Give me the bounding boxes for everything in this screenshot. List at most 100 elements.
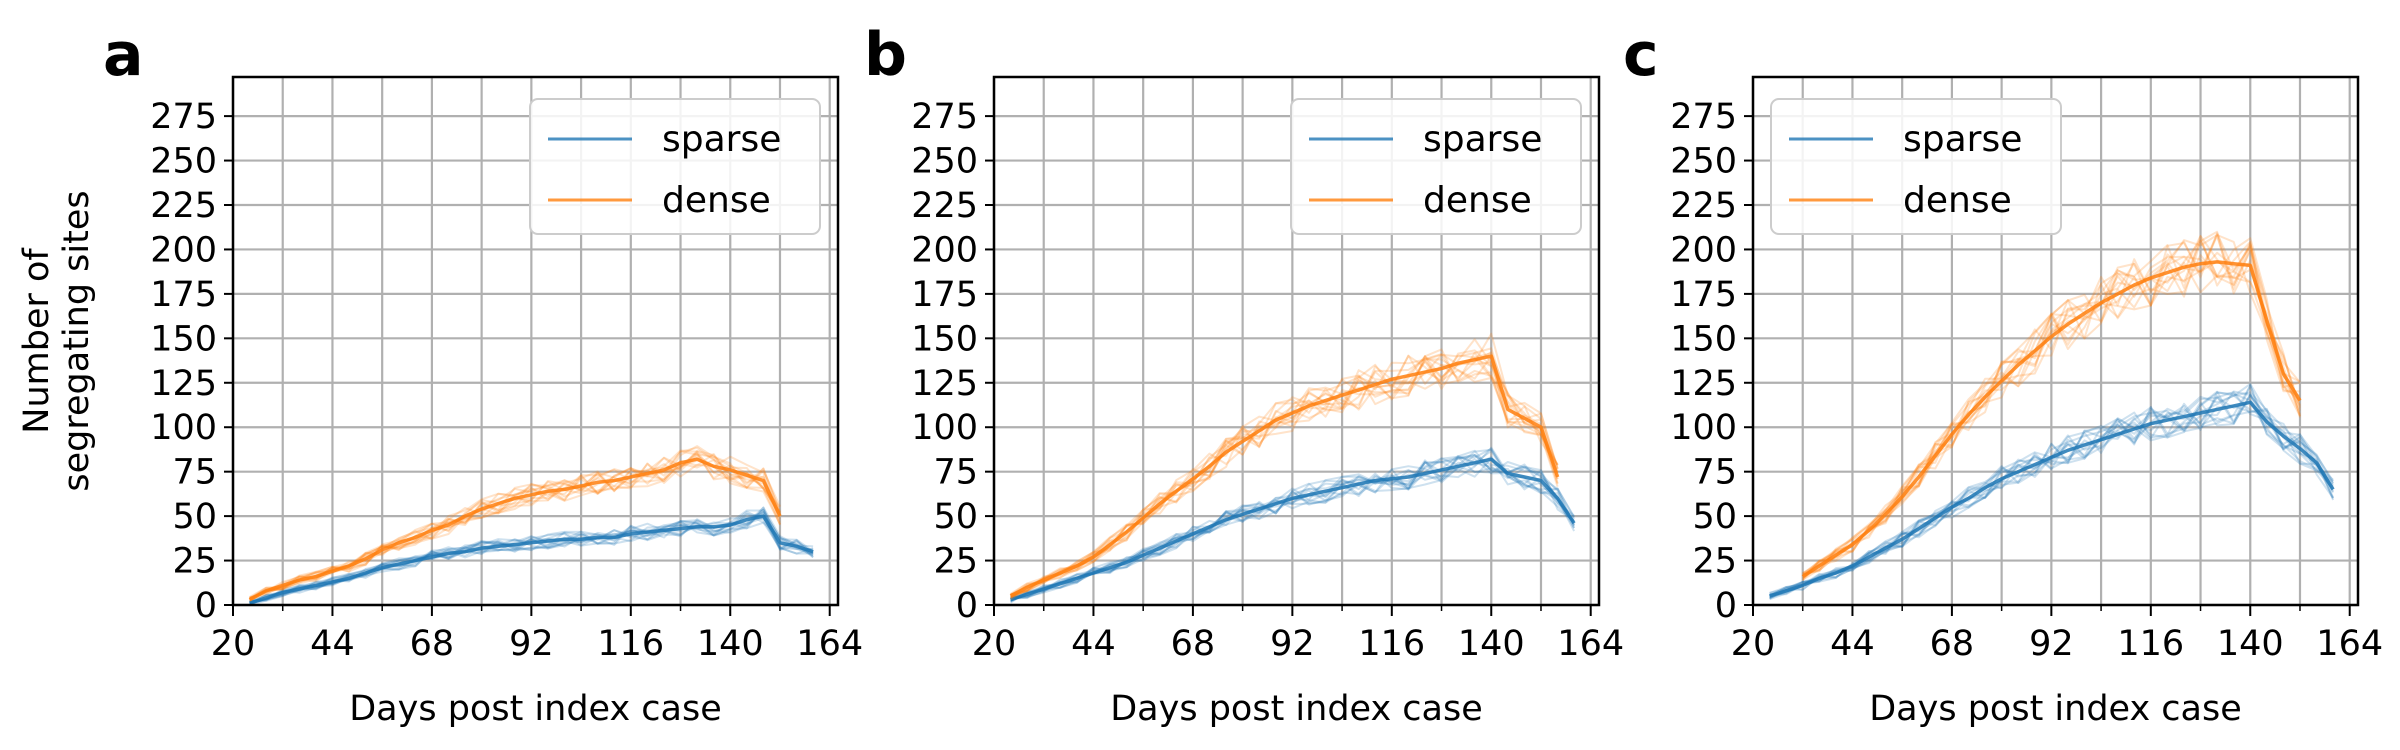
series-dense-replicate-line [1801, 241, 2301, 580]
series-dense-replicate-line [1802, 232, 2301, 579]
legend-label-dense: dense [662, 180, 771, 221]
x-axis-label: Days post index case [349, 689, 722, 729]
legend: sparse dense [1290, 98, 1582, 235]
y-tick-label: 0 [195, 586, 217, 626]
y-tick-label: 275 [1670, 97, 1737, 137]
y-tick-label: 50 [933, 497, 978, 537]
x-tick-label: 44 [1830, 624, 1875, 664]
series-dense-replicate-line [1802, 249, 2301, 574]
series-sparse-replicate-line [249, 516, 814, 605]
x-tick-label: 164 [796, 624, 863, 664]
series-dense-replicate-line [1009, 360, 1559, 599]
y-tick-label: 225 [911, 186, 978, 226]
series-sparse-replicate-line [249, 510, 814, 605]
series-sparse-replicate-line [1769, 394, 2334, 596]
series-sparse-line [1769, 400, 2335, 598]
y-tick-label: 250 [911, 142, 978, 182]
series-dense-replicate-line [1802, 237, 2301, 576]
x-tick-label: 164 [1557, 624, 1624, 664]
y-tick-label: 25 [172, 542, 217, 582]
axes-frame [231, 75, 840, 607]
y-tick-label: 50 [1692, 497, 1737, 537]
x-tick-label: 68 [1171, 624, 1216, 664]
series-dense-replicate-line [1802, 235, 2301, 576]
x-axis-label: Days post index case [1869, 689, 2242, 729]
series-dense-replicate-line [1010, 349, 1559, 596]
x-tick-label: 140 [2217, 624, 2284, 664]
x-axis-label: Days post index case [1110, 689, 1483, 729]
x-tick-label: 116 [597, 624, 664, 664]
x-tick-label: 116 [2117, 624, 2184, 664]
x-tick-label: 140 [1458, 624, 1525, 664]
series-sparse-replicate-line [1010, 457, 1575, 604]
series-sparse-line [249, 514, 814, 605]
series-dense-replicate-line [1802, 234, 2301, 575]
y-tick-label: 125 [1670, 364, 1737, 404]
series-sparse-line [1010, 457, 1576, 602]
y-tick-label: 0 [1715, 586, 1737, 626]
x-tick-label: 44 [310, 624, 355, 664]
series-sparse-replicate-line [1769, 393, 2334, 599]
y-tick-label: 150 [1670, 319, 1737, 359]
legend: sparse dense [529, 98, 821, 235]
y-tick-label: 175 [911, 275, 978, 315]
y-tick-label: 25 [933, 542, 978, 582]
y-tick-label: 275 [150, 97, 217, 137]
panel-letter: a [103, 20, 144, 90]
legend-label-sparse: sparse [1423, 119, 1542, 160]
y-tick-label: 100 [1670, 408, 1737, 448]
y-tick-label: 50 [172, 497, 217, 537]
y-tick-label: 75 [172, 453, 217, 493]
axes-frame [1751, 75, 2360, 607]
x-tick-label: 116 [1358, 624, 1425, 664]
y-tick-label: 125 [911, 364, 978, 404]
series-group [1009, 332, 1576, 604]
y-tick-label: 150 [911, 319, 978, 359]
x-tick-label: 68 [410, 624, 455, 664]
y-tick-label: 100 [911, 408, 978, 448]
x-tick-label: 92 [509, 624, 554, 664]
y-tick-label: 75 [933, 453, 978, 493]
series-dense-replicate-line [1010, 352, 1559, 599]
y-tick-label: 175 [150, 275, 217, 315]
series-sparse-replicate-line [1010, 450, 1575, 598]
y-tick-label: 275 [911, 97, 978, 137]
y-tick-label: 225 [150, 186, 217, 226]
grid [992, 77, 1599, 607]
legend-label-sparse: sparse [1903, 119, 2022, 160]
series-dense-line [1801, 260, 2302, 579]
series-dense-replicate-line [1802, 234, 2301, 574]
y-tick-label: 0 [956, 586, 978, 626]
x-tick-label: 44 [1071, 624, 1116, 664]
series-sparse-replicate-line [1769, 390, 2334, 597]
series-group [1769, 230, 2335, 601]
x-tick-label: 92 [2029, 624, 2074, 664]
legend: sparse dense [1770, 98, 2062, 235]
y-tick-label: 200 [1670, 230, 1737, 270]
series-group [248, 445, 814, 605]
y-tick-label: 200 [150, 230, 217, 270]
series-dense-line [1009, 354, 1560, 598]
y-tick-label: 25 [1692, 542, 1737, 582]
legend-label-dense: dense [1423, 180, 1532, 221]
series-dense-replicate-line [1802, 230, 2301, 581]
y-tick-label: 75 [1692, 453, 1737, 493]
x-tick-label: 20 [1731, 624, 1776, 664]
series-dense-replicate-line [1010, 358, 1559, 596]
y-tick-label: 100 [150, 408, 217, 448]
panel-letter: b [864, 20, 907, 90]
series-sparse-replicate-line [1769, 390, 2335, 596]
y-tick-label: 250 [150, 142, 217, 182]
legend-label-sparse: sparse [662, 119, 781, 160]
axes-frame [992, 75, 1601, 607]
series-dense-replicate-line [1802, 242, 2301, 580]
y-tick-label: 175 [1670, 275, 1737, 315]
y-tick-label: 150 [150, 319, 217, 359]
x-tick-label: 68 [1930, 624, 1975, 664]
series-sparse-replicate-line [1010, 449, 1575, 602]
series-sparse-replicate-line [249, 511, 814, 603]
series-dense-replicate-line [249, 449, 781, 602]
panel-letter: c [1623, 20, 1659, 90]
